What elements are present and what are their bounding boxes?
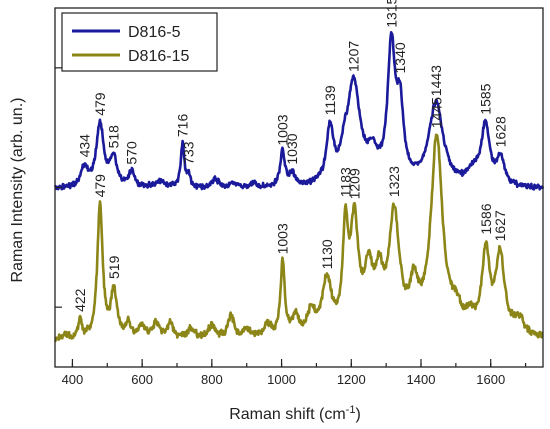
x-tick-label-800: 800 (201, 372, 223, 387)
peak-label-d816-5-1003: 1003 (275, 114, 291, 145)
peak-label-d816-5-570: 570 (124, 141, 140, 165)
series-line-d816-15 (53, 133, 544, 343)
x-axis-title-close: ) (355, 406, 360, 423)
peak-label-d816-5-1315: 1315 (383, 0, 399, 28)
y-axis-title: Raman Intensity (arb. un.) (9, 98, 26, 283)
x-tick-label-400: 400 (62, 372, 84, 387)
peak-label-d816-15-1445: 1445 (429, 97, 445, 128)
peak-label-d816-15-1323: 1323 (386, 166, 402, 197)
x-tick-label-1000: 1000 (267, 372, 296, 387)
legend-box (61, 12, 218, 72)
legend: D816-5 D816-15 (61, 12, 218, 72)
legend-label-d816-5: D816-5 (128, 24, 181, 41)
peak-label-d816-5-1207: 1207 (346, 41, 362, 72)
peak-label-d816-5-518: 518 (106, 125, 122, 149)
peak-label-d816-5-1585: 1585 (478, 83, 494, 114)
peak-label-d816-15-1209: 1209 (346, 168, 362, 199)
peak-label-d816-5-1443: 1443 (428, 65, 444, 96)
peak-label-d816-5-1628: 1628 (493, 116, 509, 147)
x-tick-label-1600: 1600 (476, 372, 505, 387)
x-tick-label-1200: 1200 (337, 372, 366, 387)
annotation-layer: 4344795185707167331003103011391207131513… (72, 0, 508, 312)
peak-label-d816-5-716: 716 (175, 114, 191, 138)
plot-frame (54, 7, 544, 368)
x-axis-title-main: Raman shift (cm (229, 406, 345, 423)
x-tick-label-600: 600 (131, 372, 153, 387)
x-tick-label-1400: 1400 (407, 372, 436, 387)
peak-label-d816-5-1139: 1139 (322, 85, 338, 115)
peak-label-d816-15-1627: 1627 (492, 210, 508, 241)
peak-label-d816-15-1003: 1003 (275, 223, 291, 254)
x-axis-title: Raman shift (cm-1) (229, 404, 361, 423)
x-axis-title-sup: -1 (346, 404, 356, 416)
peak-label-d816-15-479: 479 (92, 174, 108, 198)
series-layer (53, 31, 545, 343)
peak-label-d816-5-479: 479 (92, 92, 108, 116)
peak-label-d816-15-1130: 1130 (319, 239, 335, 269)
peak-label-d816-5-1030: 1030 (284, 133, 300, 164)
legend-label-d816-15: D816-15 (128, 48, 189, 65)
peak-label-d816-15-1183: 1183 (337, 167, 353, 197)
series-line-d816-5 (53, 31, 545, 191)
peak-label-d816-5-1340: 1340 (392, 42, 408, 73)
peak-label-d816-5-434: 434 (76, 134, 92, 158)
peak-label-d816-5-733: 733 (181, 141, 197, 165)
peak-label-d816-15-422: 422 (72, 288, 88, 312)
peak-label-d816-15-519: 519 (106, 255, 122, 279)
axis-layer: 400 600 800 1000 1200 1400 1600 (55, 67, 527, 387)
peak-label-d816-15-1586: 1586 (478, 203, 494, 234)
